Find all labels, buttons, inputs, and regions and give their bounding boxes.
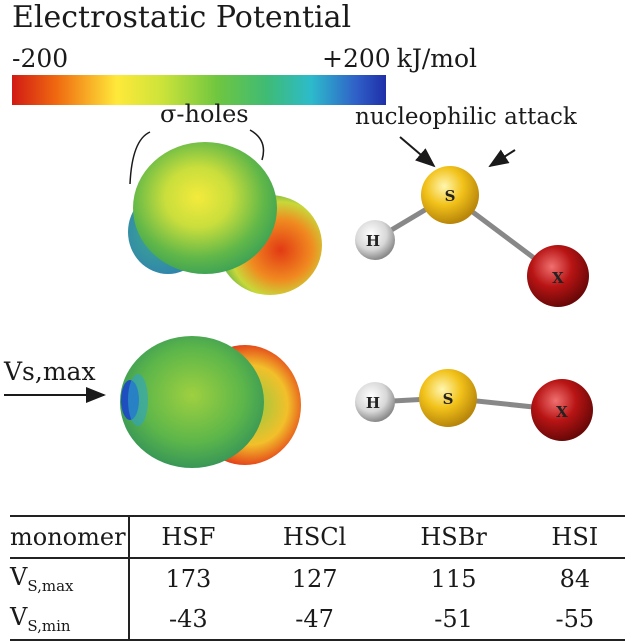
hydrogen-label-bottom: H bbox=[366, 394, 380, 412]
hydrogen-atom-bottom bbox=[355, 382, 395, 422]
row-label: VS,min bbox=[10, 599, 130, 640]
hydrogen-atom-top bbox=[355, 220, 395, 260]
halogen-label-top: X bbox=[552, 269, 564, 287]
sulfur-label-top: S bbox=[445, 187, 456, 205]
row-label-sub: S,min bbox=[27, 616, 71, 635]
sulfur-atom-top bbox=[421, 166, 479, 224]
table-cell: -51 bbox=[434, 605, 473, 633]
table-row: VS,max 173 127 115 84 bbox=[10, 558, 625, 599]
row-label-main: V bbox=[10, 603, 28, 632]
column-header: HSF bbox=[161, 523, 216, 551]
esp-surface-bottom bbox=[120, 336, 301, 468]
ball-stick-model-bottom: S X H bbox=[355, 369, 593, 441]
column-header: HSBr bbox=[420, 523, 487, 551]
table-cell: 173 bbox=[165, 565, 212, 593]
table-cell: -55 bbox=[555, 605, 595, 633]
esp-surface-top bbox=[128, 142, 322, 295]
sulfur-label-bottom: S bbox=[443, 390, 454, 408]
scale-min-label: -200 bbox=[12, 44, 69, 73]
table-cell: 127 bbox=[291, 565, 338, 593]
table-header-row: monomer HSF HSCl HSBr HSI bbox=[10, 516, 625, 558]
color-scale-bar bbox=[12, 75, 386, 105]
halogen-atom-bottom bbox=[531, 379, 593, 441]
row-label-sub: S,max bbox=[27, 576, 74, 595]
table-cell: -43 bbox=[169, 605, 208, 633]
attack-arrow-left bbox=[399, 136, 436, 168]
table-row: VS,min -43 -47 -51 -55 bbox=[10, 599, 625, 640]
table-cell: -47 bbox=[295, 605, 334, 633]
table-cell: 115 bbox=[430, 565, 477, 593]
figure-title: Electrostatic Potential bbox=[12, 0, 352, 35]
table-cell: 84 bbox=[559, 565, 591, 593]
sigma-holes-label: σ-holes bbox=[160, 100, 249, 128]
sigma-hole-bracket-right bbox=[249, 129, 265, 161]
column-header: HSCl bbox=[282, 523, 347, 551]
scale-max-value: +200 bbox=[322, 44, 391, 73]
potential-table: monomer HSF HSCl HSBr HSI VS,max 173 127… bbox=[10, 515, 625, 641]
attack-arrow-right bbox=[488, 149, 516, 168]
vs-max-label: Vs,max bbox=[4, 357, 96, 386]
sulfur-atom-bottom bbox=[419, 369, 477, 427]
halogen-label-bottom: X bbox=[556, 403, 568, 421]
ball-stick-model-top: S X H bbox=[355, 166, 589, 307]
sigma-hole-bracket-left bbox=[129, 131, 151, 185]
molecule-figure: S X H S X H bbox=[4, 129, 593, 468]
column-header: monomer bbox=[10, 516, 130, 558]
row-label: VS,max bbox=[10, 558, 130, 599]
row-label-main: V bbox=[10, 563, 28, 592]
column-header: HSI bbox=[551, 523, 599, 551]
halogen-atom-top bbox=[527, 245, 589, 307]
scale-unit: kJ/mol bbox=[396, 44, 478, 73]
scale-max-label: +200 kJ/mol bbox=[322, 44, 477, 73]
hydrogen-label-top: H bbox=[366, 232, 380, 250]
nucleophilic-attack-label: nucleophilic attack bbox=[355, 104, 577, 130]
